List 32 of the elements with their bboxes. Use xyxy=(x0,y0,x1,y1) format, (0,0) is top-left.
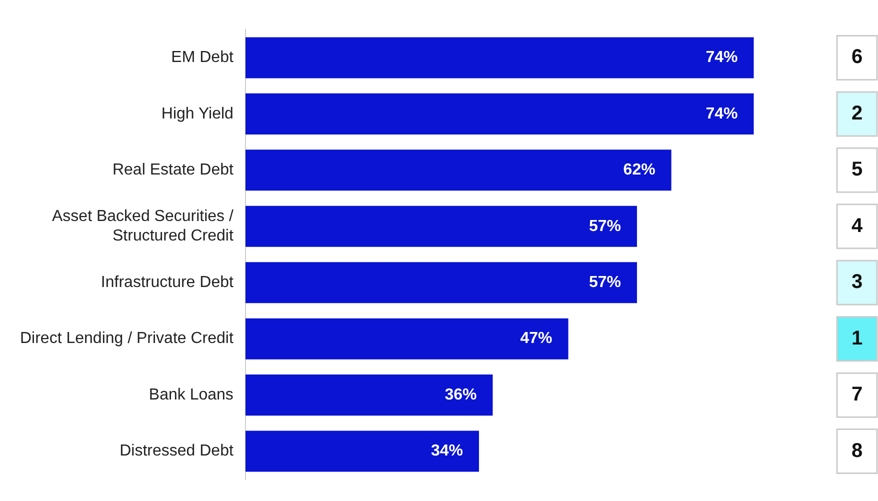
data-label: 47% xyxy=(520,330,552,348)
text: 5 xyxy=(851,158,863,181)
bar xyxy=(245,93,754,134)
text: 7 xyxy=(851,384,863,406)
data-label: 57% xyxy=(588,274,621,292)
text: 8 xyxy=(851,440,863,462)
data-label: 36% xyxy=(444,386,477,404)
text: 6 xyxy=(851,46,863,68)
y-tick-label: EM Debt xyxy=(171,49,234,66)
y-tick-label: Bank Loans xyxy=(148,386,234,404)
y-tick-label: Real Estate Debt xyxy=(112,162,234,179)
data-label: 57% xyxy=(588,218,621,235)
y-tick-label: Distressed Debt xyxy=(120,442,234,460)
bar xyxy=(245,206,637,247)
data-label: 34% xyxy=(430,442,463,460)
bar xyxy=(245,37,754,78)
data-label: 74% xyxy=(706,49,738,66)
text: 3 xyxy=(851,271,863,294)
text: 4 xyxy=(851,214,864,237)
bar xyxy=(245,262,637,304)
y-tick-label: Asset Backed Securities / Structured Credit xyxy=(52,208,234,244)
data-label: 74% xyxy=(706,105,738,122)
data-label: 62% xyxy=(623,162,656,179)
bar xyxy=(245,150,672,191)
text: 2 xyxy=(851,102,863,124)
y-tick-label: Direct Lending / Private Credit xyxy=(20,330,234,348)
bar xyxy=(245,430,479,472)
bar xyxy=(245,374,493,416)
bar xyxy=(245,318,568,360)
y-tick-label: High Yield xyxy=(161,105,234,122)
text: 1 xyxy=(851,327,863,350)
y-tick-label: Infrastructure Debt xyxy=(100,274,234,292)
